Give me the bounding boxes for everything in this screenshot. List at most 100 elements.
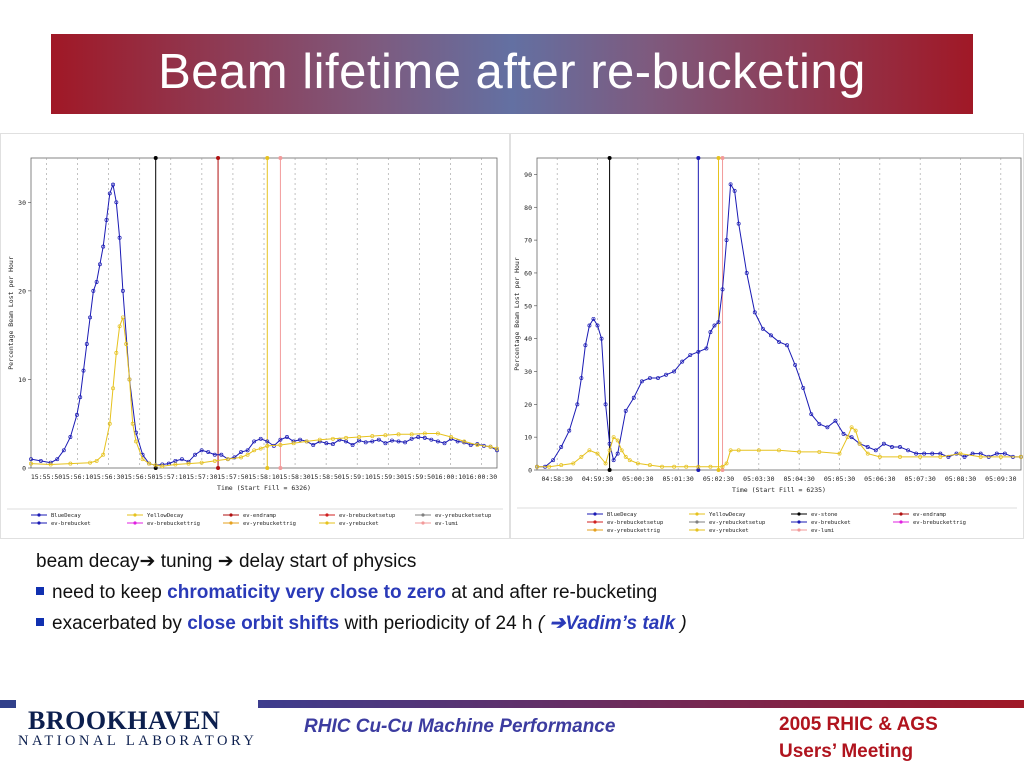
data-point bbox=[199, 448, 204, 453]
data-point bbox=[841, 431, 846, 436]
data-point bbox=[435, 439, 440, 444]
data-point bbox=[285, 435, 289, 439]
event-marker-dot bbox=[278, 156, 283, 160]
event-marker-dot bbox=[716, 156, 721, 160]
data-point bbox=[153, 463, 158, 468]
data-point bbox=[212, 458, 217, 463]
vadim-talk-link[interactable]: Vadim’s talk bbox=[565, 613, 676, 634]
data-point bbox=[239, 455, 243, 460]
data-point bbox=[785, 343, 790, 348]
x-tick-label: 05:02:30 bbox=[703, 475, 734, 483]
data-point bbox=[998, 454, 1003, 459]
legend-swatch-dot bbox=[325, 513, 329, 517]
series-line-BlueDecay bbox=[537, 182, 1021, 468]
data-point bbox=[877, 454, 882, 459]
data-point bbox=[186, 461, 191, 466]
data-point bbox=[603, 461, 608, 466]
data-point bbox=[390, 438, 394, 443]
data-point bbox=[712, 323, 717, 328]
data-point bbox=[29, 461, 33, 466]
x-tick-label: 15:56:30 bbox=[93, 473, 124, 481]
data-point bbox=[579, 376, 584, 380]
data-point bbox=[914, 451, 919, 456]
data-point bbox=[853, 428, 858, 433]
data-point bbox=[97, 262, 102, 267]
data-point bbox=[817, 422, 822, 426]
data-point bbox=[865, 445, 870, 449]
data-point bbox=[134, 439, 138, 444]
data-point bbox=[906, 448, 911, 453]
data-point bbox=[837, 451, 842, 456]
data-point bbox=[889, 445, 894, 449]
legend-swatch-dot bbox=[229, 513, 233, 517]
bullet-line-1: beam decay➔ tuning ➔ delay start of phys… bbox=[36, 551, 417, 572]
data-point bbox=[245, 448, 250, 453]
data-point bbox=[117, 235, 122, 240]
data-point bbox=[422, 431, 427, 436]
chart-left: 15:55:50 15:56:10 15:56:30 15:56:50 15:57:10… bbox=[0, 133, 510, 539]
data-point bbox=[298, 437, 303, 442]
data-point bbox=[647, 463, 652, 468]
y-tick-label: 40 bbox=[524, 335, 532, 343]
y-tick-label: 60 bbox=[524, 269, 532, 277]
x-tick-label: 16:00:30 bbox=[466, 473, 497, 481]
data-point bbox=[720, 464, 725, 469]
data-point bbox=[684, 464, 689, 469]
y-tick-label: 10 bbox=[18, 376, 26, 384]
legend-label: BlueDecay bbox=[607, 512, 637, 518]
legend-label: ev-endramp bbox=[243, 513, 276, 519]
data-point bbox=[583, 343, 588, 348]
event-marker-dot bbox=[265, 466, 270, 470]
data-point bbox=[728, 182, 733, 187]
legend-label: ev-brebuckettrig bbox=[147, 521, 200, 527]
data-point bbox=[101, 244, 106, 249]
event-marker-dot bbox=[607, 468, 612, 472]
data-point bbox=[74, 412, 79, 417]
data-point bbox=[124, 342, 129, 346]
y-tick-label: 30 bbox=[18, 199, 26, 207]
data-point bbox=[708, 330, 713, 335]
legend-swatch-dot bbox=[593, 520, 597, 524]
x-tick-label: 05:04:30 bbox=[784, 475, 815, 483]
data-point bbox=[656, 376, 660, 380]
footer-event: 2005 RHIC & AGS Users’ Meeting bbox=[779, 714, 938, 762]
data-point bbox=[938, 454, 943, 459]
bullet-square-icon bbox=[36, 587, 44, 595]
data-point bbox=[575, 402, 580, 407]
event-marker-dot bbox=[216, 156, 221, 160]
series-line-YellowDecay bbox=[537, 426, 1021, 468]
data-point bbox=[265, 439, 270, 444]
data-point bbox=[245, 452, 250, 457]
y-tick-label: 10 bbox=[524, 434, 532, 442]
event-marker-dot bbox=[153, 156, 158, 160]
data-point bbox=[978, 454, 983, 459]
data-point bbox=[716, 320, 721, 325]
x-tick-label: 16:00:10 bbox=[435, 473, 466, 481]
data-point bbox=[252, 448, 257, 453]
bullet-square-icon bbox=[36, 618, 44, 626]
x-tick-label: 15:58:10 bbox=[248, 473, 279, 481]
data-point bbox=[225, 457, 230, 462]
data-point bbox=[435, 431, 440, 436]
data-point bbox=[232, 455, 237, 460]
title-bar: Beam lifetime after re-bucketing bbox=[51, 34, 973, 114]
legend-label: ev-brebucket bbox=[51, 521, 91, 527]
data-point bbox=[127, 377, 132, 382]
data-point bbox=[664, 372, 669, 377]
data-point bbox=[258, 436, 263, 441]
data-point bbox=[55, 457, 60, 462]
data-point bbox=[199, 460, 204, 465]
data-point bbox=[873, 448, 878, 453]
data-point bbox=[68, 461, 73, 466]
data-point bbox=[422, 435, 427, 440]
y-tick-label: 0 bbox=[528, 467, 532, 475]
legend-label: ev-yrebucket bbox=[339, 521, 379, 527]
data-point bbox=[535, 464, 539, 469]
data-point bbox=[647, 376, 652, 380]
legend-label: BlueDecay bbox=[51, 513, 81, 519]
event-marker-dot bbox=[607, 156, 612, 160]
data-point bbox=[752, 310, 757, 315]
legend-label: ev-brebucketsetup bbox=[607, 520, 663, 526]
data-point bbox=[639, 379, 644, 384]
data-point bbox=[627, 458, 632, 463]
